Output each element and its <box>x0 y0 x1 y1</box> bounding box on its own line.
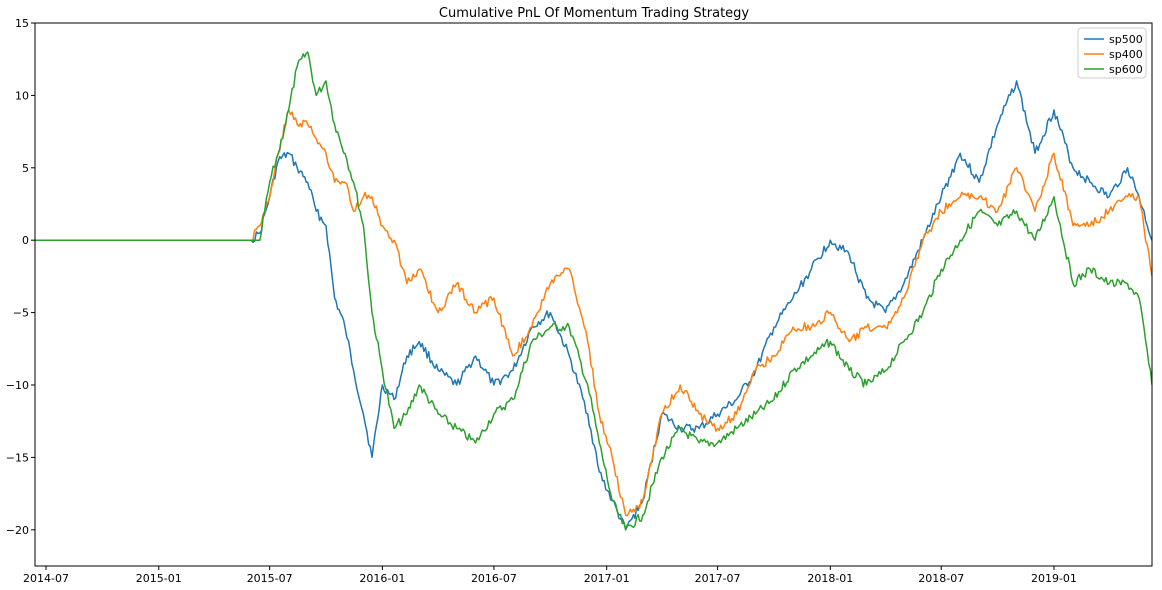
series-line-sp600 <box>35 51 1152 531</box>
y-tick-label: 10 <box>15 89 29 102</box>
y-tick-label: −20 <box>6 524 29 537</box>
series-lines <box>35 51 1152 531</box>
x-tick-label: 2018-01 <box>807 572 853 585</box>
chart-title: Cumulative PnL Of Momentum Trading Strat… <box>439 6 750 21</box>
x-tick-label: 2014-07 <box>23 572 69 585</box>
legend: sp500 sp400 sp600 <box>1077 27 1147 79</box>
legend-label-sp400: sp400 <box>1109 48 1143 61</box>
y-tick-label: −10 <box>6 379 29 392</box>
y-tick-label: 15 <box>15 17 29 30</box>
legend-box <box>1077 27 1147 79</box>
y-tick-label: 0 <box>22 234 29 247</box>
x-tick-label: 2017-01 <box>584 572 630 585</box>
legend-label-sp500: sp500 <box>1109 33 1143 46</box>
legend-label-sp600: sp600 <box>1109 63 1143 76</box>
x-tick-label: 2016-07 <box>471 572 517 585</box>
plot-frame <box>34 22 1153 567</box>
x-tick-label: 2018-07 <box>918 572 964 585</box>
x-tick-label: 2019-01 <box>1031 572 1077 585</box>
x-tick-label: 2017-07 <box>695 572 741 585</box>
y-tick-label: 5 <box>22 162 29 175</box>
series-line-sp400 <box>35 109 1152 517</box>
y-tick-label: −15 <box>6 451 29 464</box>
x-tick-label: 2016-01 <box>359 572 405 585</box>
series-line-sp500 <box>35 80 1152 531</box>
x-axis: 2014-07 2015-01 2015-07 2016-01 2016-07 2017-… <box>23 566 1077 585</box>
x-tick-label: 2015-01 <box>136 572 182 585</box>
y-axis: −20 −15 −10 −5 0 5 10 15 <box>6 17 35 537</box>
x-tick-label: 2015-07 <box>247 572 293 585</box>
y-tick-label: −5 <box>13 307 29 320</box>
